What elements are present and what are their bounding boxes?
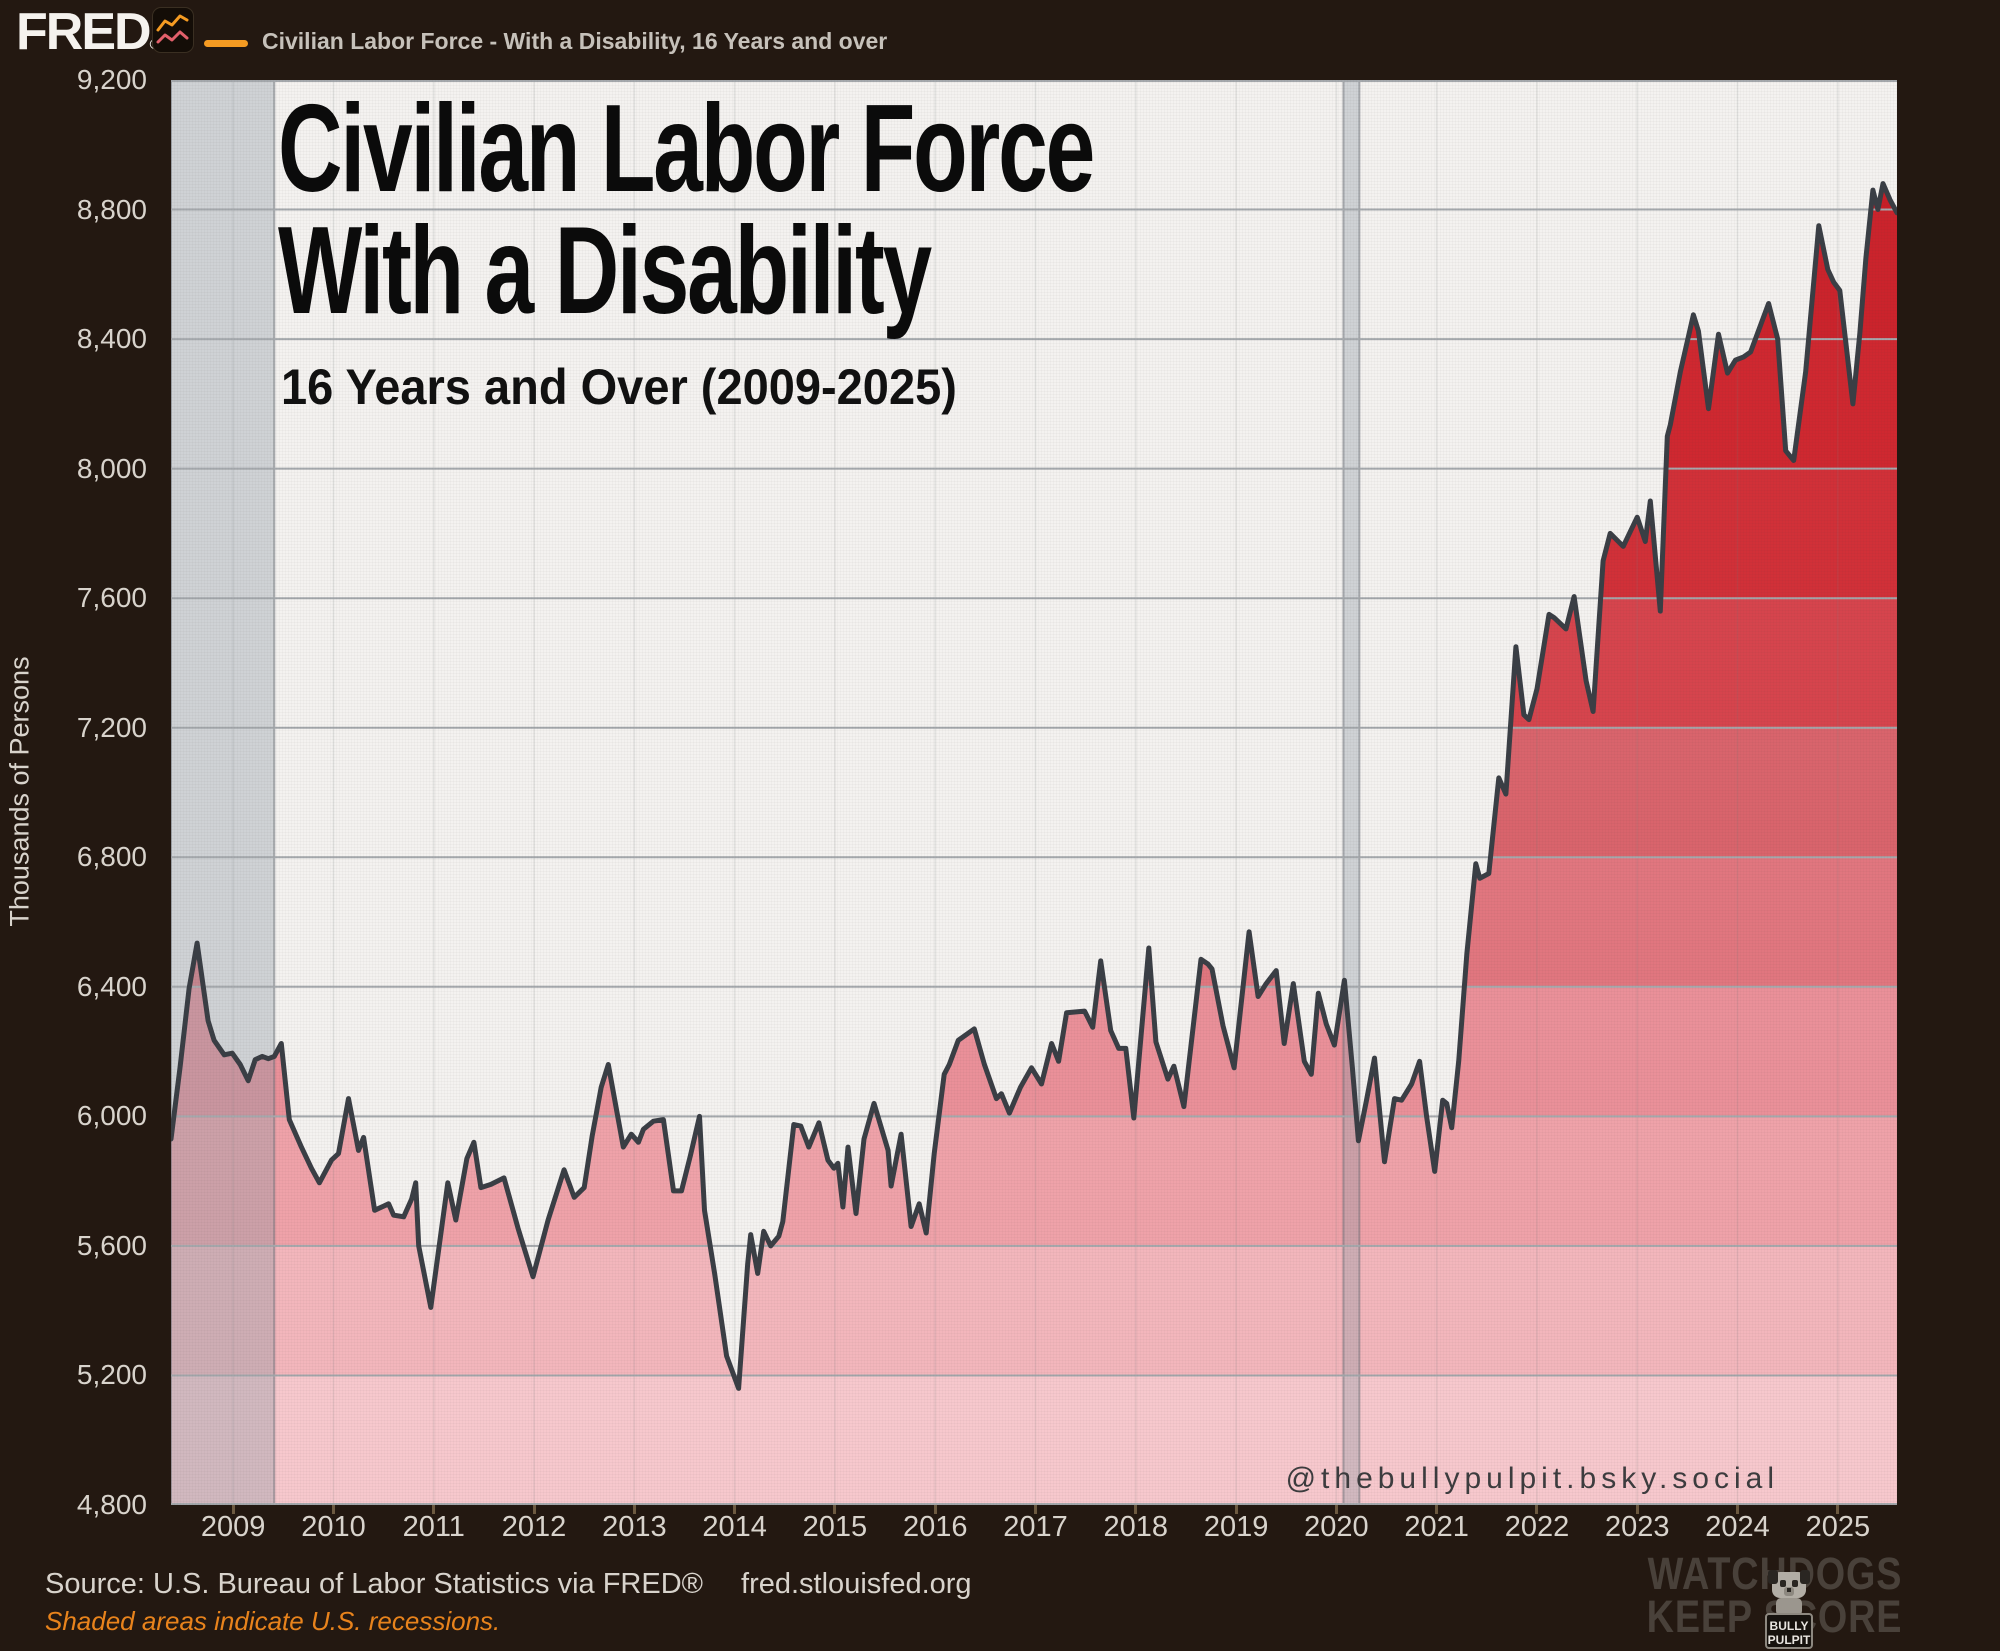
- x-tick-2021: [1435, 1505, 1439, 1514]
- x-tick-label-2024: 2024: [1705, 1511, 1770, 1543]
- y-tick-label-8000: 8,000: [76, 452, 147, 484]
- x-tick-label-2019: 2019: [1203, 1511, 1269, 1543]
- x-tick-2010: [331, 1505, 335, 1514]
- x-tick-label-2018: 2018: [1103, 1511, 1169, 1543]
- x-tick-2015: [833, 1505, 837, 1514]
- x-tick-2019: [1234, 1505, 1238, 1514]
- x-tick-label-2009: 2009: [200, 1511, 266, 1543]
- legend-line-swatch: [204, 40, 248, 47]
- x-tick-2025: [1836, 1505, 1840, 1514]
- x-tick-2024: [1736, 1505, 1740, 1514]
- plot-area: Civilian Labor Force With a Disability 1…: [171, 80, 1897, 1505]
- y-tick-label-5200: 5,200: [76, 1359, 147, 1391]
- recession-band-1: [171, 80, 275, 1505]
- x-tick-label-2014: 2014: [702, 1511, 767, 1543]
- y-tick-label-4800: 4,800: [76, 1489, 147, 1520]
- y-tick-label-6400: 6,400: [76, 970, 147, 1002]
- x-tick-2011: [432, 1505, 436, 1514]
- bully-pulpit-dog-logo: BULLY PULPIT: [1758, 1568, 1820, 1651]
- x-tick-2016: [933, 1505, 937, 1514]
- bluesky-handle-watermark: @thebullypulpit.bsky.social: [1285, 1462, 1779, 1495]
- x-tick-label-2023: 2023: [1604, 1511, 1670, 1543]
- x-tick-2020: [1334, 1505, 1338, 1514]
- x-tick-label-2025: 2025: [1805, 1511, 1871, 1543]
- y-axis-title: Thousands of Persons: [4, 656, 35, 927]
- y-tick-label-8800: 8,800: [76, 193, 147, 225]
- x-tick-label-2020: 2020: [1304, 1511, 1369, 1543]
- y-tick-label-7200: 7,200: [76, 711, 147, 743]
- x-tick-2017: [1034, 1505, 1037, 1514]
- x-tick-2022: [1535, 1505, 1539, 1514]
- series-legend-label: Civilian Labor Force - With a Disability…: [262, 28, 888, 54]
- x-tick-2009: [231, 1505, 235, 1514]
- fred-url: fred.stlouisfed.org: [741, 1568, 972, 1600]
- x-tick-label-2012: 2012: [501, 1511, 567, 1543]
- svg-text:PULPIT: PULPIT: [1768, 1633, 1811, 1647]
- y-tick-label-6800: 6,800: [76, 841, 147, 873]
- svg-text:BULLY: BULLY: [1770, 1619, 1809, 1633]
- y-tick-label-5600: 5,600: [76, 1229, 147, 1261]
- recession-band-2: [1343, 80, 1360, 1505]
- source-text: Source: U.S. Bureau of Labor Statistics …: [45, 1568, 704, 1600]
- fred-logo: FRED®: [16, 2, 160, 62]
- x-tick-label-2022: 2022: [1504, 1511, 1570, 1543]
- x-tick-label-2010: 2010: [301, 1511, 366, 1543]
- x-tick-label-2015: 2015: [802, 1511, 868, 1543]
- x-tick-2013: [632, 1505, 636, 1514]
- y-tick-label-6000: 6,000: [76, 1100, 147, 1132]
- area-fill: [171, 183, 1897, 1505]
- dog-icon: BULLY PULPIT: [1765, 1570, 1813, 1649]
- area-chart: [171, 80, 1897, 1505]
- y-tick-label-9200: 9,200: [76, 64, 147, 95]
- y-tick-label-8400: 8,400: [76, 323, 147, 355]
- source-line: Source: U.S. Bureau of Labor Statistics …: [45, 1568, 972, 1601]
- x-tick-label-2017: 2017: [1003, 1511, 1068, 1543]
- zigzag-icon: [156, 14, 189, 44]
- x-tick-2012: [532, 1505, 536, 1514]
- x-tick-2023: [1635, 1505, 1639, 1514]
- chart-subtitle: 16 Years and Over (2009-2025): [281, 359, 957, 415]
- x-tick-label-2013: 2013: [602, 1511, 667, 1543]
- data-line: [171, 181, 1897, 1391]
- x-tick-2014: [733, 1505, 737, 1514]
- x-tick-label-2016: 2016: [902, 1511, 968, 1543]
- recession-note: Shaded areas indicate U.S. recessions.: [45, 1606, 501, 1636]
- x-tick-2018: [1134, 1505, 1138, 1514]
- x-tick-label-2021: 2021: [1404, 1511, 1469, 1543]
- x-tick-label-2011: 2011: [402, 1511, 465, 1543]
- y-tick-label-7600: 7,600: [76, 582, 147, 614]
- fred-chart-icon: [152, 7, 194, 53]
- chart-title: Civilian Labor Force With a Disability: [278, 80, 1095, 340]
